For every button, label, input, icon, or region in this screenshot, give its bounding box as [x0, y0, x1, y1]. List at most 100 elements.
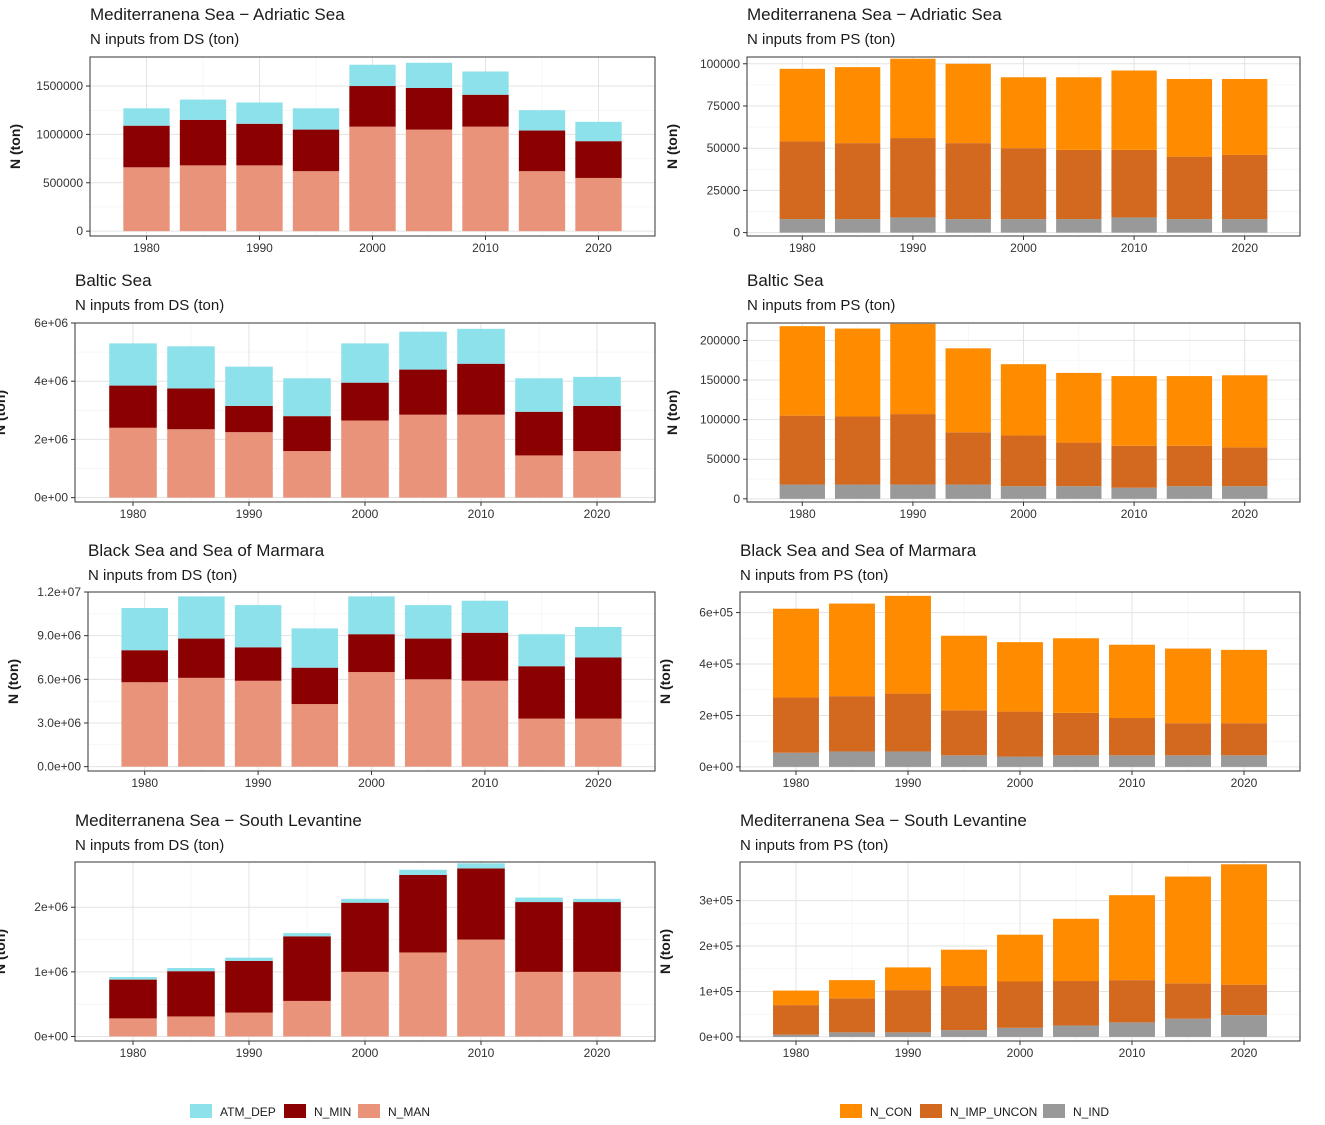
bar-n-con-2010 — [1109, 644, 1155, 719]
bar-atm-dep-1985 — [167, 346, 215, 389]
bar-n-ind-2000 — [997, 1027, 1043, 1037]
bar-n-min-1995 — [283, 936, 331, 1001]
bar-n-con-1990 — [890, 323, 936, 415]
y-tick-label: 6e+06 — [34, 316, 68, 330]
bar-n-ind-2000 — [997, 756, 1043, 767]
bar-n-man-2020 — [573, 451, 621, 498]
y-axis-label: N (ton) — [664, 124, 680, 169]
bar-n-ind-2005 — [1053, 755, 1099, 767]
x-tick-label: 2020 — [1231, 776, 1258, 790]
bar-n-min-2015 — [515, 411, 563, 456]
y-tick-label: 100000 — [700, 57, 740, 71]
bar-atm-dep-2005 — [404, 605, 452, 639]
y-axis-label: N (ton) — [0, 929, 8, 974]
bar-n-imp-uncon-2005 — [1053, 981, 1099, 1026]
bar-n-con-1995 — [945, 63, 991, 144]
bar-atm-dep-2020 — [573, 898, 621, 903]
bar-n-imp-uncon-1980 — [773, 697, 819, 753]
y-tick-label: 25000 — [707, 183, 741, 197]
chart-subtitle: N inputs from PS (ton) — [740, 567, 888, 584]
bar-n-imp-uncon-2015 — [1165, 983, 1211, 1019]
bar-n-min-2005 — [399, 369, 447, 415]
bar-n-ind-1980 — [773, 1034, 819, 1037]
chart-title: Baltic Sea — [75, 271, 152, 290]
bar-n-con-2000 — [997, 642, 1043, 712]
chart-panel-4: Baltic Sea N inputs from PS (ton) 0 50000 10… — [664, 271, 1301, 521]
bar-n-con-2015 — [1165, 648, 1211, 724]
bar-atm-dep-1995 — [283, 933, 331, 937]
bar-n-ind-1990 — [885, 1032, 931, 1037]
bar-n-con-1985 — [834, 67, 881, 144]
y-tick-label: 6e+05 — [699, 606, 733, 620]
bar-atm-dep-2020 — [575, 626, 622, 658]
legend-label-n-imp-uncon: N_IMP_UNCON — [950, 1105, 1037, 1119]
bar-n-imp-uncon-2005 — [1053, 712, 1099, 756]
bar-atm-dep-1990 — [234, 605, 282, 648]
bar-atm-dep-2005 — [399, 331, 447, 370]
chart-panel-1: Mediterranena Sea − Adriatic Sea N inputs… — [7, 5, 656, 255]
bar-n-min-2000 — [348, 634, 395, 673]
bar-n-man-1980 — [123, 167, 170, 232]
bar-n-con-2005 — [1056, 372, 1102, 443]
y-tick-label: 6.0e+06 — [37, 672, 81, 686]
bar-n-man-2010 — [457, 939, 505, 1037]
y-axis-label: N (ton) — [657, 929, 673, 974]
bar-n-con-1990 — [885, 595, 931, 694]
bar-n-man-2020 — [575, 718, 622, 767]
y-tick-label: 2e+06 — [34, 900, 68, 914]
x-tick-label: 2000 — [1010, 241, 1037, 255]
bar-atm-dep-1995 — [292, 108, 340, 130]
bar-n-imp-uncon-2010 — [1111, 149, 1157, 218]
bar-n-ind-1985 — [829, 1032, 875, 1037]
chart-title: Mediterranena Sea − Adriatic Sea — [747, 5, 1002, 24]
chart-subtitle: N inputs from DS (ton) — [75, 837, 224, 854]
x-tick-label: 1990 — [900, 507, 927, 521]
y-axis-label: N (ton) — [0, 390, 8, 435]
bar-n-man-2015 — [518, 718, 565, 767]
bar-n-con-1985 — [829, 603, 875, 697]
chart-panel-6: Black Sea and Sea of Marmara N inputs fro… — [657, 541, 1301, 790]
bar-n-imp-uncon-1985 — [834, 416, 881, 485]
y-tick-label: 1e+06 — [34, 965, 68, 979]
x-tick-label: 2010 — [1121, 241, 1148, 255]
bar-atm-dep-1985 — [178, 596, 225, 639]
bar-n-ind-1995 — [941, 1030, 987, 1037]
bar-n-con-1995 — [941, 949, 987, 987]
bar-n-ind-2005 — [1056, 219, 1102, 233]
bar-n-imp-uncon-1995 — [941, 710, 987, 756]
x-tick-label: 1990 — [246, 241, 273, 255]
x-tick-label: 2020 — [1231, 241, 1258, 255]
y-tick-label: 4e+06 — [34, 374, 68, 388]
bar-n-imp-uncon-2000 — [1000, 435, 1047, 487]
bar-n-imp-uncon-2000 — [1000, 148, 1047, 220]
x-tick-label: 1980 — [783, 1046, 810, 1060]
bar-n-man-1985 — [178, 677, 225, 767]
bar-n-con-1990 — [890, 58, 936, 139]
plot-border — [74, 322, 656, 503]
bar-atm-dep-2010 — [457, 328, 505, 364]
bar-n-man-1980 — [121, 682, 168, 767]
legend-label-n-con: N_CON — [870, 1105, 912, 1119]
bar-atm-dep-1990 — [236, 102, 283, 124]
bar-n-con-2010 — [1111, 376, 1157, 446]
bar-n-man-1995 — [283, 451, 331, 498]
y-axis-label: N (ton) — [5, 659, 21, 704]
bar-n-ind-2000 — [1000, 219, 1047, 233]
bar-atm-dep-2000 — [341, 898, 389, 903]
bar-n-ind-2010 — [1111, 217, 1157, 233]
bar-atm-dep-1980 — [109, 343, 157, 386]
bar-n-imp-uncon-2015 — [1165, 723, 1211, 756]
bar-n-ind-2000 — [1000, 486, 1047, 499]
bar-atm-dep-1990 — [225, 366, 273, 406]
bar-n-min-1995 — [291, 667, 339, 705]
x-tick-label: 2000 — [1007, 1046, 1034, 1060]
y-axis-label: N (ton) — [7, 124, 23, 169]
bar-n-imp-uncon-1990 — [890, 414, 936, 485]
bar-atm-dep-2000 — [349, 64, 396, 87]
plot-border — [74, 861, 656, 1042]
y-tick-label: 500000 — [43, 176, 83, 190]
bar-n-man-1995 — [292, 171, 340, 232]
bar-n-man-1980 — [109, 427, 157, 498]
x-tick-label: 2000 — [352, 1046, 379, 1060]
